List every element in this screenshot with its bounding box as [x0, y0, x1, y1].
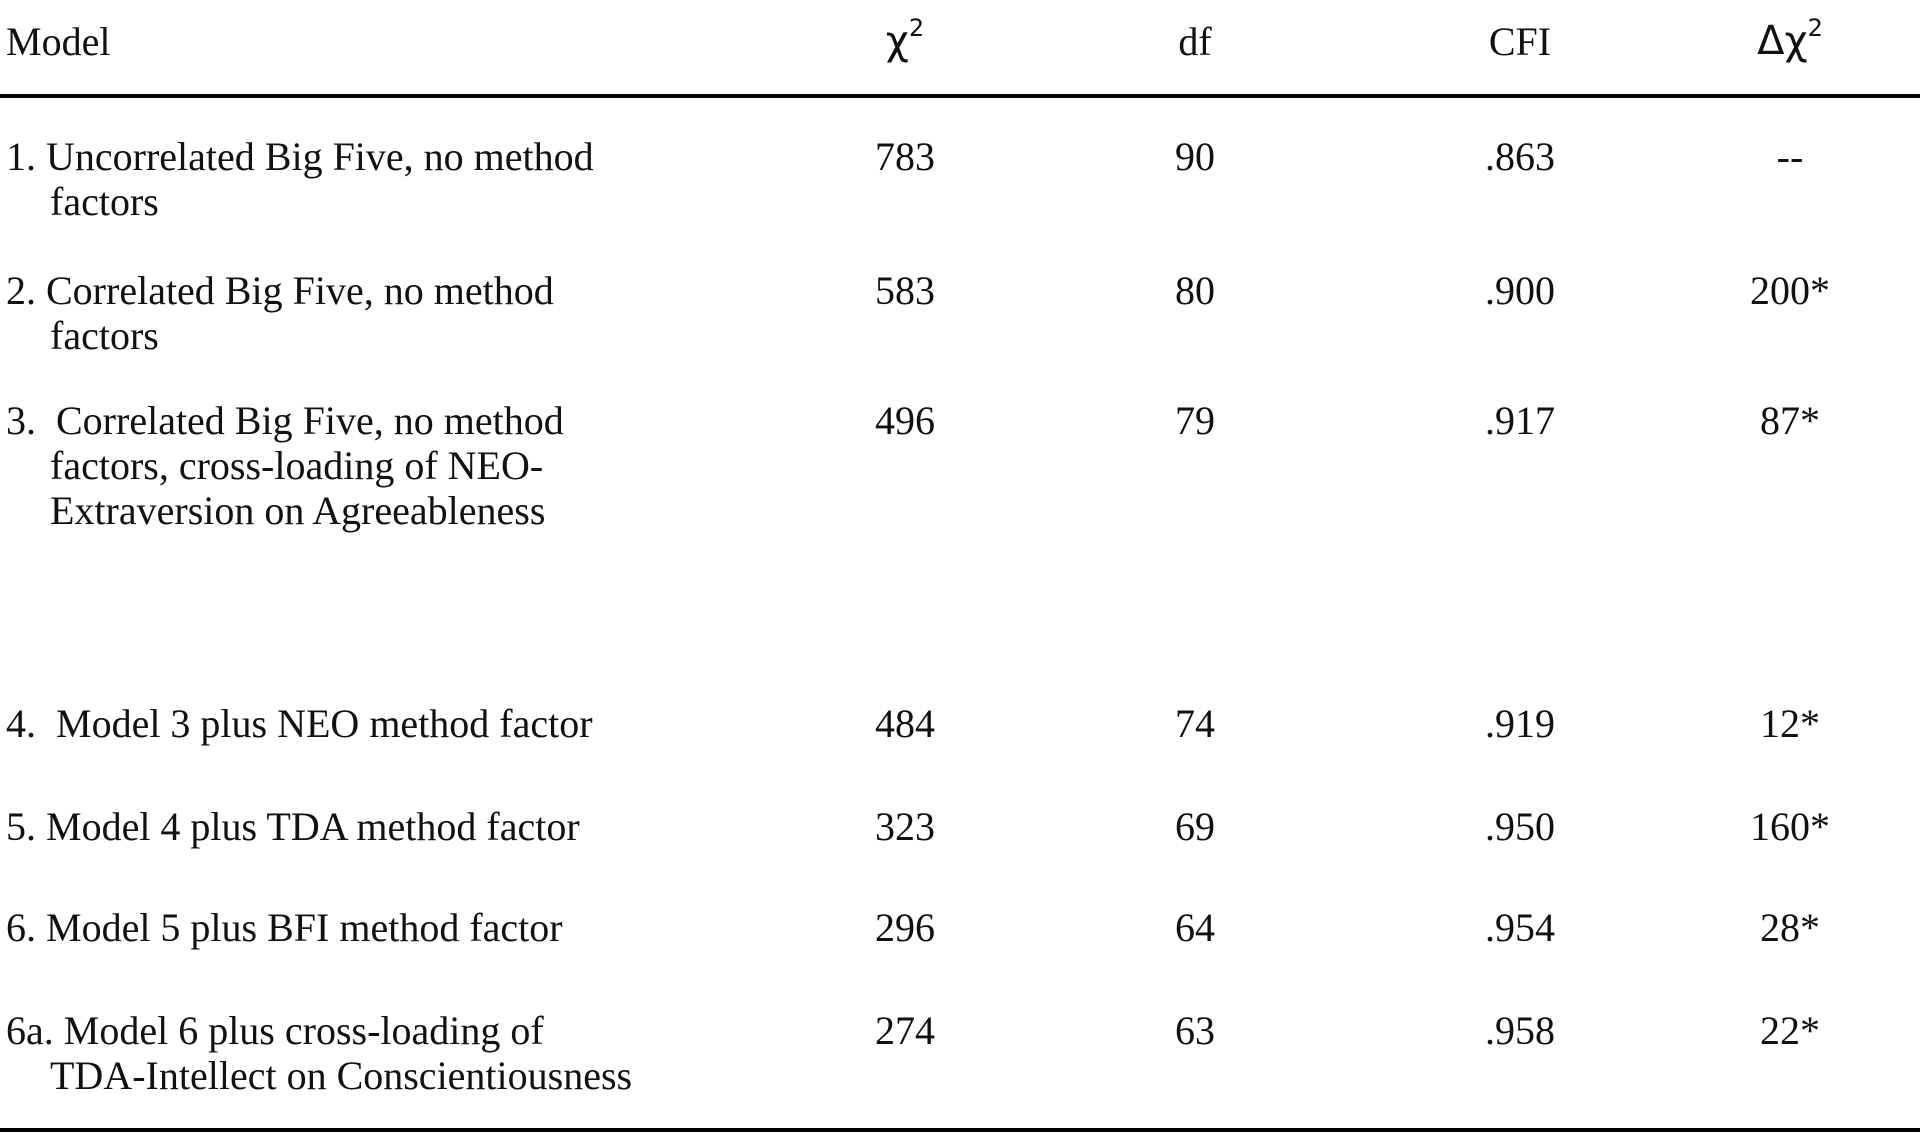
cell-model: 2. Correlated Big Five, no method factors	[0, 268, 800, 398]
table-body: 1. Uncorrelated Big Five, no method facto…	[0, 96, 1920, 1130]
cell-chi-square: 484	[875, 701, 935, 746]
cell-delta-chi-square: 22*	[1760, 1008, 1820, 1053]
model-line: factors	[50, 179, 159, 224]
cell-df: 79	[1175, 398, 1215, 443]
table-row: 2. Correlated Big Five, no method factors…	[0, 268, 1920, 398]
cell-df: 80	[1175, 268, 1215, 313]
column-header-cfi: CFI	[1380, 0, 1660, 98]
cell-model: 6a. Model 6 plus cross-loading of TDA-Int…	[0, 1008, 800, 1130]
cell-cfi: .950	[1485, 804, 1555, 849]
column-header-model-label: Model	[6, 18, 111, 64]
chi-exponent: 2	[908, 14, 925, 42]
model-line: 2. Correlated Big Five, no method	[6, 268, 554, 313]
cell-df: 90	[1175, 134, 1215, 179]
cell-cfi: .917	[1485, 398, 1555, 443]
model-line: TDA-Intellect on Conscientiousness	[50, 1053, 633, 1098]
cell-cfi: .900	[1485, 268, 1555, 313]
cell-delta-chi-square: 87*	[1760, 398, 1820, 443]
cell-delta-chi-square: 28*	[1760, 905, 1820, 950]
delta-chi-symbol: Δχ	[1757, 18, 1808, 64]
model-line: Extraversion on Agreeableness	[50, 488, 546, 533]
table-header: Model χ2 df CFI Δχ2	[0, 0, 1920, 98]
model-line: 4. Model 3 plus NEO method factor	[6, 701, 593, 746]
cell-cfi: .919	[1485, 701, 1555, 746]
chi-symbol: χ	[885, 18, 909, 64]
cell-df: 63	[1175, 1008, 1215, 1053]
cell-chi-square: 323	[875, 804, 935, 849]
cell-chi-square: 296	[875, 905, 935, 950]
table-row: 1. Uncorrelated Big Five, no method facto…	[0, 96, 1920, 268]
table-row: 3. Correlated Big Five, no method factors…	[0, 398, 1920, 701]
column-header-model: Model	[0, 0, 800, 98]
model-line: factors	[50, 313, 159, 358]
cell-df: 74	[1175, 701, 1215, 746]
model-line: 6a. Model 6 plus cross-loading of	[6, 1008, 544, 1053]
header-row: Model χ2 df CFI Δχ2	[0, 0, 1920, 98]
table-row: 6. Model 5 plus BFI method factor 296 64 .9…	[0, 905, 1920, 1008]
cell-delta-chi-square: 200*	[1750, 268, 1830, 313]
cell-model: 6. Model 5 plus BFI method factor	[0, 905, 800, 1008]
cell-model: 1. Uncorrelated Big Five, no method facto…	[0, 96, 800, 268]
table-row: 5. Model 4 plus TDA method factor 323 69 .9…	[0, 804, 1920, 905]
cell-model: 5. Model 4 plus TDA method factor	[0, 804, 800, 905]
model-line: 6. Model 5 plus BFI method factor	[6, 905, 563, 950]
column-header-cfi-label: CFI	[1488, 18, 1552, 64]
model-line: factors, cross-loading of NEO-	[50, 443, 544, 488]
table-row: 4. Model 3 plus NEO method factor 484 74 .9…	[0, 701, 1920, 804]
cell-cfi: .863	[1485, 134, 1555, 179]
cell-df: 69	[1175, 804, 1215, 849]
delta-chi-exponent: 2	[1807, 14, 1823, 42]
cell-cfi: .954	[1485, 905, 1555, 950]
column-header-df-label: df	[1178, 18, 1212, 64]
model-line: 5. Model 4 plus TDA method factor	[6, 804, 580, 849]
cell-model: 3. Correlated Big Five, no method factors…	[0, 398, 800, 701]
cell-df: 64	[1175, 905, 1215, 950]
column-header-chi-square: χ2	[800, 0, 1010, 98]
cell-chi-square: 496	[875, 398, 935, 443]
cell-delta-chi-square: 160*	[1750, 804, 1830, 849]
cell-cfi: .958	[1485, 1008, 1555, 1053]
cell-model: 4. Model 3 plus NEO method factor	[0, 701, 800, 804]
table-row: 6a. Model 6 plus cross-loading of TDA-Int…	[0, 1008, 1920, 1130]
cell-chi-square: 274	[875, 1008, 935, 1053]
cell-delta-chi-square: 12*	[1760, 701, 1820, 746]
cell-delta-chi-square: --	[1776, 134, 1804, 179]
model-line: 1. Uncorrelated Big Five, no method	[6, 134, 594, 179]
cell-chi-square: 783	[875, 134, 935, 179]
column-header-df: df	[1010, 0, 1380, 98]
column-header-delta-chi-square: Δχ2	[1660, 0, 1920, 98]
model-line: 3. Correlated Big Five, no method	[6, 398, 564, 443]
cell-chi-square: 583	[875, 268, 935, 313]
